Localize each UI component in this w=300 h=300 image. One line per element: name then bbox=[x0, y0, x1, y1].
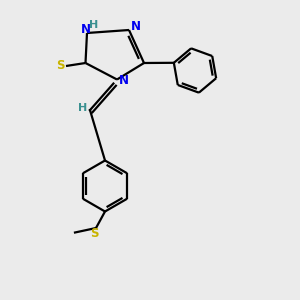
Text: H: H bbox=[89, 20, 98, 31]
Text: S: S bbox=[56, 59, 65, 73]
Text: N: N bbox=[130, 20, 141, 33]
Text: N: N bbox=[80, 23, 91, 36]
Text: N: N bbox=[118, 74, 129, 88]
Text: H: H bbox=[78, 103, 87, 113]
Text: S: S bbox=[90, 227, 99, 240]
